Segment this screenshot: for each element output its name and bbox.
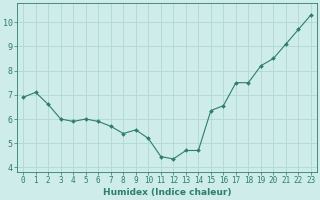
- X-axis label: Humidex (Indice chaleur): Humidex (Indice chaleur): [103, 188, 231, 197]
